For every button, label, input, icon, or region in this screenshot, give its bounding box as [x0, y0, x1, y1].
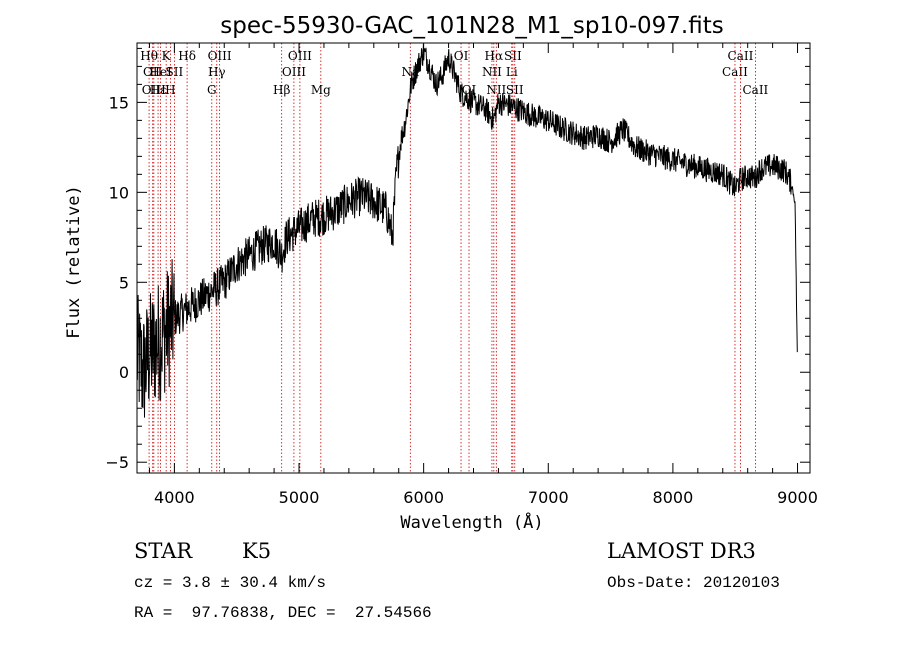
- observation-date: Obs-Date: 20120103: [607, 574, 780, 592]
- y-tick-label: 0: [119, 363, 129, 382]
- spectral-line-label: OIII: [282, 65, 306, 79]
- spectral-line-label: OIII: [208, 49, 232, 63]
- x-tick-label: 5000: [279, 488, 320, 507]
- y-tick-label: 15: [109, 93, 129, 112]
- spectral-line-label: K: [162, 49, 172, 63]
- spectral-line-label: SII: [166, 65, 184, 79]
- spectral-line-label: CaII: [728, 49, 754, 63]
- y-axis-label: Flux (relative): [64, 185, 84, 339]
- chart-title: spec-55930-GAC_101N28_M1_sp10-097.fits: [220, 13, 723, 39]
- spectral-line-label: SII: [506, 83, 524, 97]
- spectral-line-label: NII: [482, 65, 502, 79]
- spectral-line-label: Hγ: [208, 65, 226, 79]
- spectral-line-label: H: [165, 83, 175, 97]
- x-tick-label: 4000: [154, 488, 195, 507]
- spectral-line-label: Hθ: [140, 49, 158, 63]
- spectral-line-label: Hα: [485, 49, 504, 63]
- spectral-line-label: OI: [454, 49, 469, 63]
- spectral-line-label: OIII: [142, 83, 166, 97]
- x-tick-label: 7000: [528, 488, 569, 507]
- spectral-line-label: G: [207, 83, 217, 97]
- spectral-line-label: Mg: [311, 83, 331, 97]
- spectral-line-label: Hδ: [178, 49, 196, 63]
- spectral-line-label: Li: [506, 65, 518, 79]
- object-subclass: K5: [242, 539, 272, 563]
- object-class: STAR: [134, 539, 193, 563]
- spectral-line-label: NII: [486, 83, 506, 97]
- redshift-velocity: cz = 3.8 ± 30.4 km/s: [134, 574, 327, 592]
- sky-coordinates: RA = 97.76838, DEC = 27.54566: [134, 604, 432, 622]
- x-axis-label: Wavelength (Å): [400, 511, 543, 533]
- spectral-line-label: OIII: [288, 49, 312, 63]
- x-tick-label: 8000: [653, 488, 694, 507]
- spectral-line-label: CaII: [722, 65, 748, 79]
- survey-name: LAMOST DR3: [607, 539, 756, 563]
- x-tick-label: 6000: [403, 488, 444, 507]
- x-tick-label: 9000: [777, 488, 818, 507]
- y-tick-label: −5: [105, 453, 129, 472]
- spectral-line-label: SII: [504, 49, 522, 63]
- y-tick-label: 10: [109, 183, 129, 202]
- spectral-line-label: Hε: [150, 83, 167, 97]
- y-tick-label: 5: [119, 273, 129, 292]
- x-axis: 4000 5000 6000 7000 8000 9000: [148, 43, 818, 507]
- spectral-line-label: CaII: [742, 83, 768, 97]
- spectral-line-markers: HθOIIOIIIHεHeIKHSIIHδGHγOIIIHβOIIIOIIIMg…: [140, 43, 769, 473]
- y-axis: −5 0 5 10 15: [105, 47, 810, 472]
- spectrum-series-line: [136, 43, 798, 418]
- spectral-line-label: Hβ: [273, 83, 290, 97]
